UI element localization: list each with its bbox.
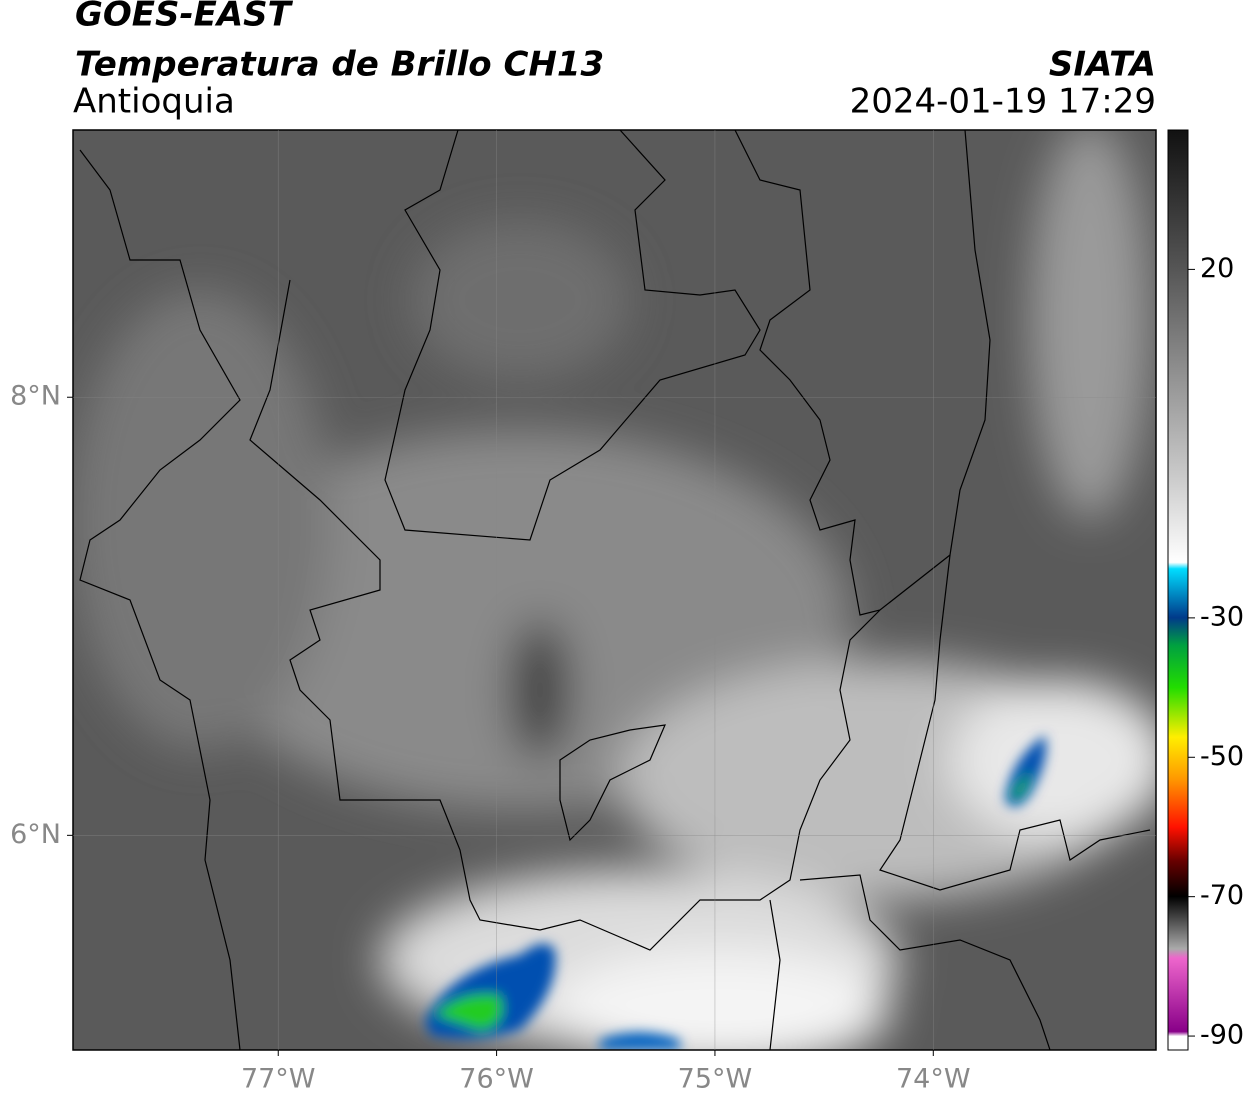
colorbar-tick-label: -90 xyxy=(1200,1020,1244,1051)
region: Antioquia xyxy=(73,82,235,122)
colorbar-tick-label: -50 xyxy=(1200,741,1244,772)
colorbar-tick-label: -70 xyxy=(1200,880,1244,911)
x-tick-label: 74°W xyxy=(896,1064,971,1095)
subtitle: Temperatura de Brillo CH13 xyxy=(75,45,604,85)
source: SIATA xyxy=(1049,45,1156,85)
colorbar-tick-label: 20 xyxy=(1200,253,1234,284)
x-tick-label: 76°W xyxy=(459,1064,534,1095)
y-tick-label: 8°N xyxy=(10,381,61,412)
colorbar-tick-label: -30 xyxy=(1200,601,1244,632)
title: GOES-EAST xyxy=(75,0,294,35)
y-tick-label: 6°N xyxy=(10,819,61,850)
x-tick-label: 77°W xyxy=(241,1064,316,1095)
x-tick-label: 75°W xyxy=(678,1064,753,1095)
boundaries xyxy=(79,130,1151,1050)
colorbar xyxy=(1167,129,1189,1051)
map-image xyxy=(73,130,1156,1050)
map-frame xyxy=(72,129,1157,1051)
timestamp: 2024-01-19 17:29 xyxy=(850,82,1156,122)
